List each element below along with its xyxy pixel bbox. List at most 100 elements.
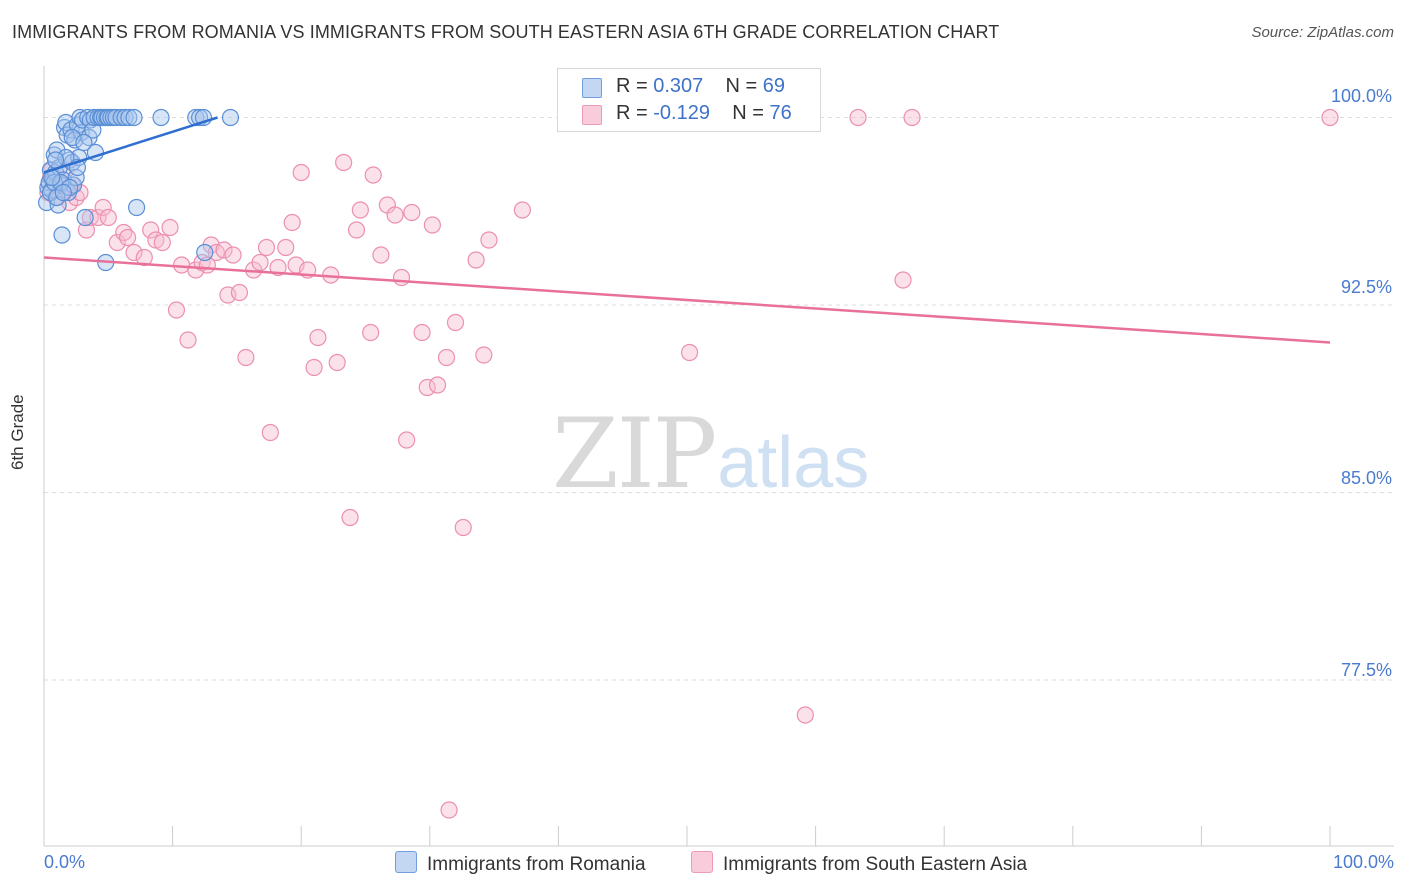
data-point-south-eastern-asia [335,153,353,172]
data-point-romania [116,108,134,127]
data-point-south-eastern-asia [94,198,112,217]
data-point-south-eastern-asia [467,251,485,269]
data-point-south-eastern-asia [398,431,416,449]
data-point-south-eastern-asia [292,163,310,182]
bottom-legend-label: Immigrants from Romania [427,854,646,875]
data-point-south-eastern-asia [796,706,814,724]
data-point-south-eastern-asia [1321,108,1339,127]
data-point-south-eastern-asia [161,218,179,237]
series-romania [37,108,240,272]
data-point-south-eastern-asia [277,238,295,257]
data-point-romania [196,243,214,262]
data-point-south-eastern-asia [237,348,255,367]
data-point-romania [107,108,125,127]
series-south-eastern-asia [39,108,1339,819]
data-point-south-eastern-asia [309,328,327,347]
source-credit: Source: ZipAtlas.com [1251,24,1394,41]
data-point-south-eastern-asia [454,518,472,537]
bottom-legend-swatch-pink [691,851,713,873]
data-point-south-eastern-asia [446,313,465,332]
data-point-romania [152,108,170,127]
data-point-south-eastern-asia [135,248,153,267]
data-point-south-eastern-asia [475,346,493,364]
data-point-south-eastern-asia [328,353,346,372]
data-point-south-eastern-asia [413,323,431,342]
bottom-legend-south-eastern-asia: Immigrants from South Eastern Asia [691,851,1027,876]
grid-lines [44,117,1394,681]
data-point-south-eastern-asia [125,243,143,262]
legend-n-value: 76 [769,102,792,124]
data-point-south-eastern-asia [428,376,447,394]
data-point-south-eastern-asia [179,331,197,349]
data-point-romania [127,198,146,217]
legend-r-label: R = [616,75,654,97]
data-point-romania [53,226,71,244]
data-point-south-eastern-asia [224,246,242,264]
trend-line-south-eastern-asia [43,256,1331,344]
legend-r-value: 0.307 [653,75,704,97]
data-point-south-eastern-asia [167,301,186,319]
legend-n-label: N = [732,102,770,124]
axes [43,66,1394,847]
y-tick-77-5: 77.5% [1340,660,1392,680]
data-point-south-eastern-asia [305,358,323,377]
data-point-south-eastern-asia [437,348,456,367]
data-point-south-eastern-asia [372,246,390,264]
data-point-south-eastern-asia [849,108,867,127]
data-point-south-eastern-asia [480,231,498,249]
bottom-legend-swatch-blue [395,851,417,873]
data-point-south-eastern-asia [513,201,531,219]
data-point-romania [75,133,93,152]
data-point-south-eastern-asia [418,378,436,397]
data-point-south-eastern-asia [440,801,458,819]
trend-lines [43,116,1331,344]
data-point-romania [120,108,138,127]
x-tick-0: 0.0% [44,852,86,872]
data-point-south-eastern-asia [118,228,137,247]
y-tick-85: 85.0% [1340,468,1392,488]
legend-n-value: 69 [762,75,786,97]
data-point-south-eastern-asia [230,283,249,302]
data-point-romania [46,151,65,169]
legend-n-label: N = [725,75,763,97]
data-point-romania [76,208,94,227]
watermark-zip: ZIP [552,398,717,510]
bottom-legend: Immigrants from Romania Immigrants from … [0,851,1406,881]
y-axis-label: 6th Grade [8,394,27,470]
data-point-south-eastern-asia [99,208,117,227]
data-point-south-eastern-asia [341,508,359,527]
data-point-south-eastern-asia [257,238,276,257]
y-tick-92-5: 92.5% [1340,277,1392,297]
data-point-romania [221,108,240,127]
data-point-south-eastern-asia [423,216,441,234]
chart-title: IMMIGRANTS FROM ROMANIA VS IMMIGRANTS FR… [12,22,1000,42]
data-point-south-eastern-asia [142,221,160,239]
data-point-south-eastern-asia [108,233,126,252]
data-point-south-eastern-asia [351,201,369,219]
data-point-south-eastern-asia [153,233,171,252]
data-point-south-eastern-asia [680,343,699,362]
data-point-south-eastern-asia [283,213,301,232]
y-tick-100: 100.0% [1330,86,1392,106]
bottom-legend-label: Immigrants from South Eastern Asia [723,854,1028,875]
legend-r-value: -0.129 [653,102,710,124]
data-point-south-eastern-asia [894,271,912,289]
watermark-atlas: atlas [717,423,870,503]
data-point-romania [125,108,143,127]
bottom-legend-romania: Immigrants from Romania [395,851,646,876]
x-tick-100: 100.0% [1332,852,1394,872]
trend-line-romania [43,116,218,174]
legend-swatch-blue [582,78,602,98]
data-point-south-eastern-asia [251,253,269,272]
data-point-south-eastern-asia [403,203,421,222]
legend-swatch-pink [582,105,602,125]
data-point-south-eastern-asia [215,241,233,259]
watermark: ZIPatlas [552,398,869,510]
legend-r-label: R = [616,102,654,124]
data-point-south-eastern-asia [362,323,380,342]
data-point-south-eastern-asia [903,108,921,127]
data-point-south-eastern-asia [392,268,411,287]
data-point-south-eastern-asia [261,423,279,442]
data-point-romania [52,173,70,192]
